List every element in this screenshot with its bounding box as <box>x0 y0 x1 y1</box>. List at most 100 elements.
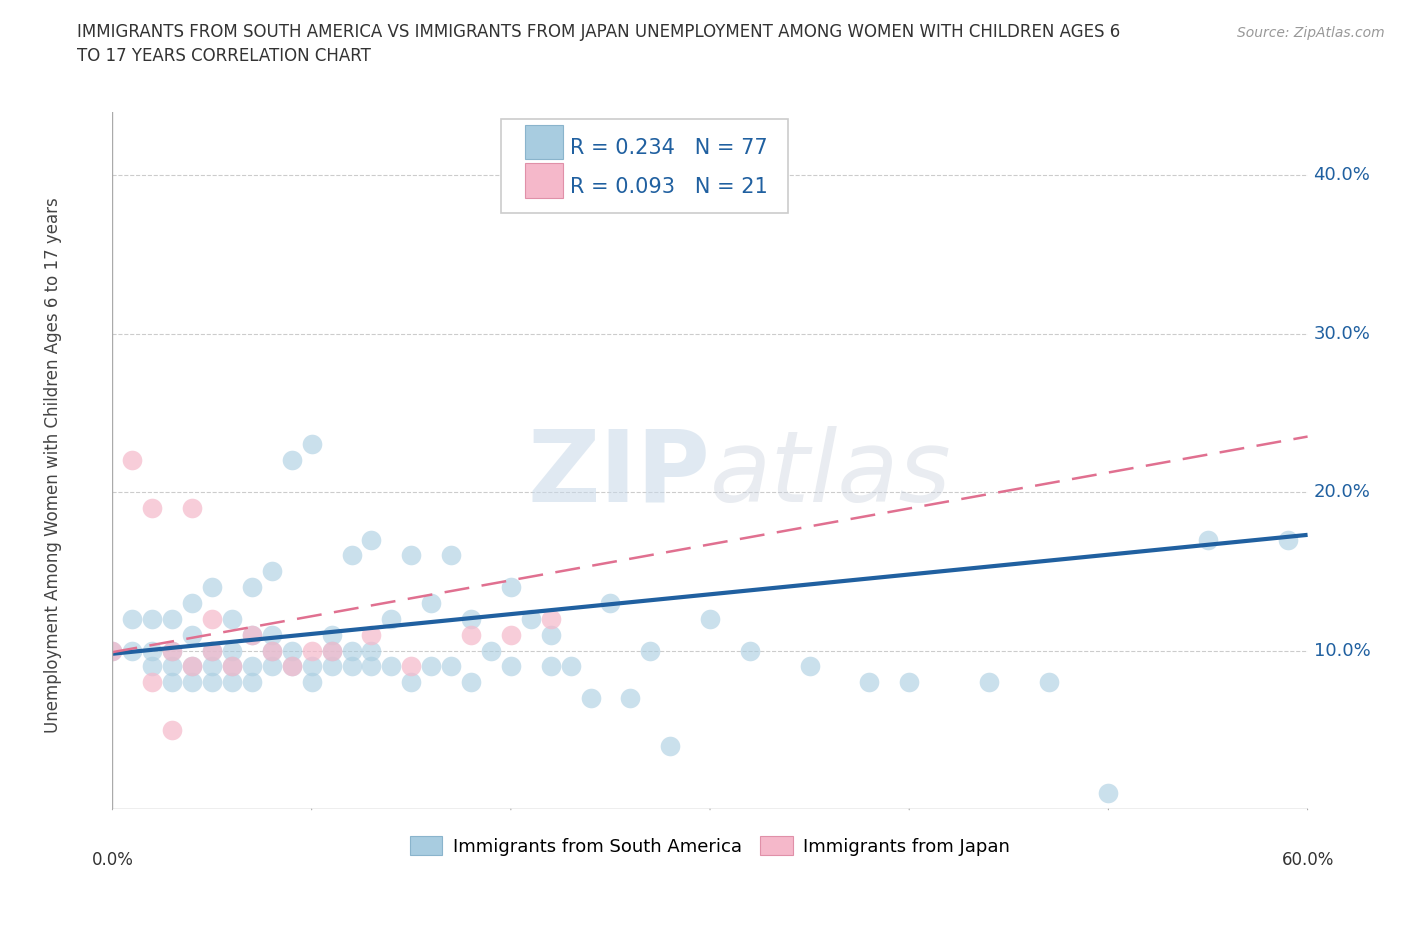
Point <box>420 659 443 674</box>
Point <box>321 627 343 642</box>
Point <box>281 644 304 658</box>
Point <box>699 611 721 626</box>
Point <box>121 611 143 626</box>
Point <box>340 548 363 563</box>
Point <box>640 644 662 658</box>
Point <box>898 675 921 690</box>
Text: 10.0%: 10.0% <box>1313 642 1371 659</box>
Legend: Immigrants from South America, Immigrants from Japan: Immigrants from South America, Immigrant… <box>402 829 1018 863</box>
Point <box>1038 675 1060 690</box>
Point <box>221 644 243 658</box>
Point <box>440 659 463 674</box>
Point <box>201 675 224 690</box>
Point <box>540 659 562 674</box>
Text: 60.0%: 60.0% <box>1281 851 1334 869</box>
Point <box>221 675 243 690</box>
Point <box>181 627 204 642</box>
Point <box>579 691 602 706</box>
Point <box>401 659 423 674</box>
Point <box>540 611 562 626</box>
Point <box>321 659 343 674</box>
Point <box>162 659 183 674</box>
Point <box>240 659 263 674</box>
Point <box>321 644 343 658</box>
Point <box>240 675 263 690</box>
Point <box>440 548 463 563</box>
Point <box>201 659 224 674</box>
Point <box>121 453 143 468</box>
Text: atlas: atlas <box>710 426 952 523</box>
Point <box>201 644 224 658</box>
Point <box>520 611 543 626</box>
Point <box>201 611 224 626</box>
FancyBboxPatch shape <box>501 119 787 213</box>
Point <box>240 627 263 642</box>
Point <box>281 659 304 674</box>
Point <box>260 659 283 674</box>
Point <box>560 659 582 674</box>
Point <box>101 644 124 658</box>
Point <box>540 627 562 642</box>
Point <box>240 579 263 594</box>
Point <box>340 659 363 674</box>
Point <box>301 659 323 674</box>
Point <box>162 644 183 658</box>
Point <box>181 659 204 674</box>
Point <box>1197 532 1219 547</box>
Point <box>201 579 224 594</box>
Point <box>221 611 243 626</box>
Point <box>281 453 304 468</box>
FancyBboxPatch shape <box>524 164 562 197</box>
Point <box>1097 786 1119 801</box>
Point <box>460 611 482 626</box>
Point <box>141 500 163 515</box>
Text: 0.0%: 0.0% <box>91 851 134 869</box>
Point <box>360 644 382 658</box>
Text: 20.0%: 20.0% <box>1313 483 1371 501</box>
Text: Source: ZipAtlas.com: Source: ZipAtlas.com <box>1237 26 1385 40</box>
Point <box>499 579 522 594</box>
Point <box>738 644 761 658</box>
Point <box>101 644 124 658</box>
Point <box>401 548 423 563</box>
Point <box>141 659 163 674</box>
Point <box>141 644 163 658</box>
Point <box>401 675 423 690</box>
Point <box>499 627 522 642</box>
Text: Unemployment Among Women with Children Ages 6 to 17 years: Unemployment Among Women with Children A… <box>45 197 62 733</box>
Point <box>360 659 382 674</box>
Point <box>162 723 183 737</box>
Point <box>858 675 880 690</box>
Point <box>479 644 502 658</box>
Point <box>301 437 323 452</box>
Point <box>181 675 204 690</box>
Point <box>181 659 204 674</box>
Point <box>260 644 283 658</box>
Text: ZIP: ZIP <box>527 426 710 523</box>
Point <box>260 564 283 578</box>
Point <box>1277 532 1299 547</box>
Point <box>141 611 163 626</box>
Point <box>420 595 443 610</box>
Point <box>360 627 382 642</box>
Point <box>360 532 382 547</box>
Point <box>380 611 402 626</box>
Point <box>221 659 243 674</box>
Point <box>281 659 304 674</box>
Point <box>141 675 163 690</box>
Point <box>977 675 1000 690</box>
Point <box>181 595 204 610</box>
Point <box>181 500 204 515</box>
Point <box>162 644 183 658</box>
Point <box>240 627 263 642</box>
Point <box>121 644 143 658</box>
Point <box>260 627 283 642</box>
Text: 40.0%: 40.0% <box>1313 166 1371 184</box>
Point <box>260 644 283 658</box>
Point <box>321 644 343 658</box>
Point <box>221 659 243 674</box>
Text: 30.0%: 30.0% <box>1313 325 1371 342</box>
Point <box>599 595 621 610</box>
Point <box>799 659 821 674</box>
Point <box>340 644 363 658</box>
